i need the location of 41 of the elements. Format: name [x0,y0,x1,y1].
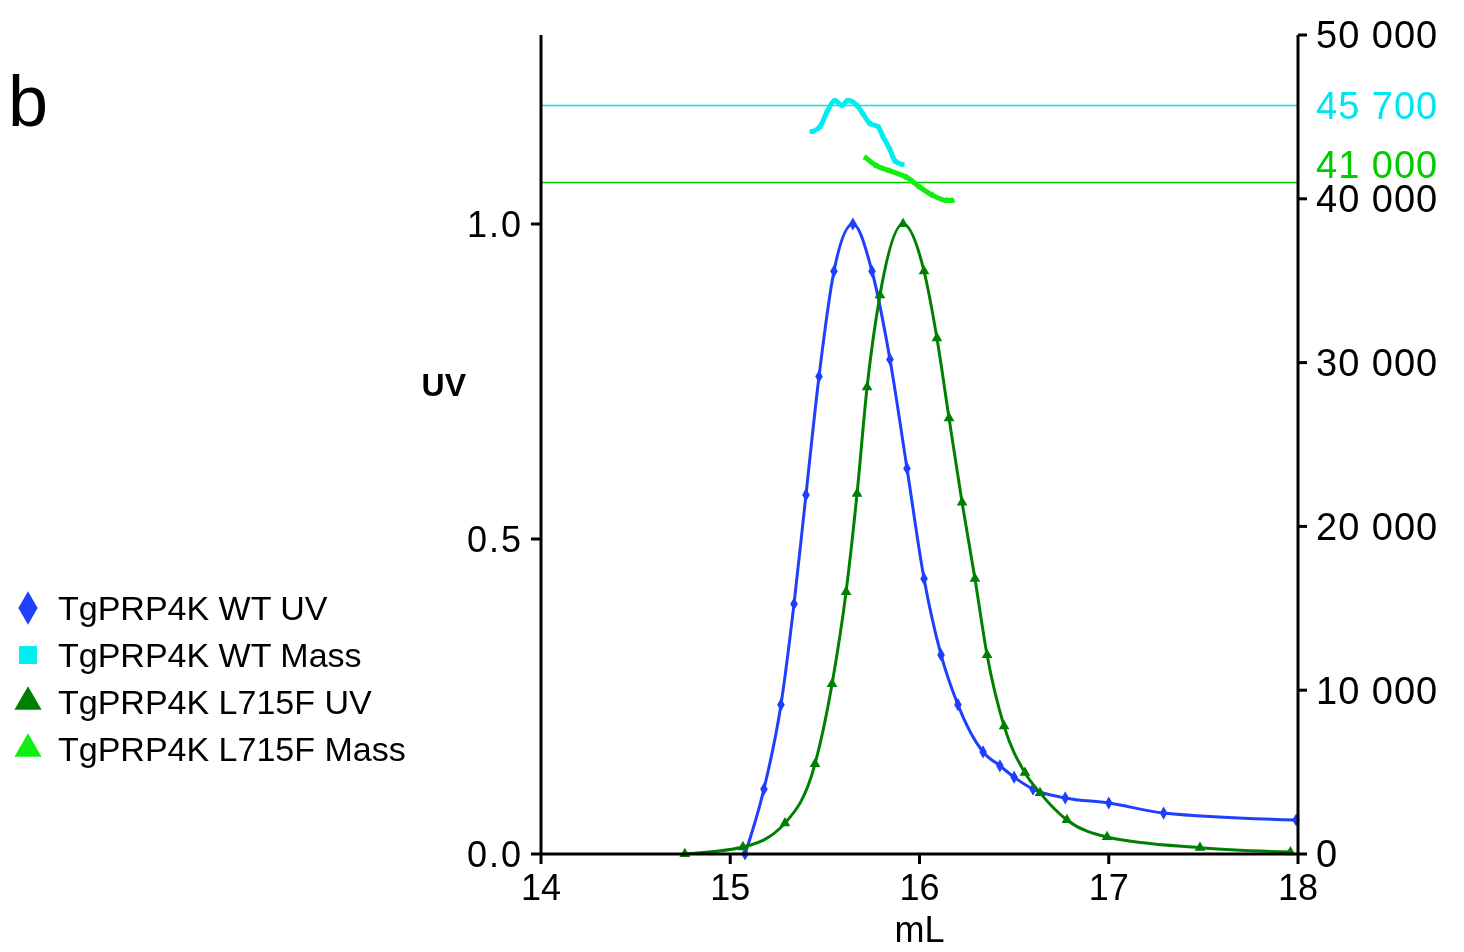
y2-tick-label: 0 [1316,833,1339,876]
point [981,648,993,659]
legend-label: TgPRP4K WT Mass [58,635,362,674]
x-tick-label: 17 [1088,867,1129,908]
y2-tick-label: 50 000 [1316,14,1439,57]
point [969,572,981,582]
ref-line-label: 45 700 [1316,84,1439,127]
point [809,757,821,768]
x-axis-title: mL [894,909,945,950]
point [1034,786,1046,796]
point [998,719,1010,730]
y-tick-label: 0.5 [466,518,523,560]
x-tick-label: 16 [899,867,940,908]
point [737,840,749,851]
point [1101,830,1113,841]
point [826,677,838,687]
point [931,331,943,342]
point [1019,766,1031,776]
y-tick-label: 0.0 [466,833,523,875]
legend-label: TgPRP4K L715F Mass [58,729,406,768]
y2-tick-label: 10 000 [1316,669,1439,712]
point [779,816,791,827]
point [918,265,930,275]
point [874,288,886,299]
x-tick-label: 15 [710,867,751,908]
point [840,585,852,596]
point [1194,841,1206,851]
point [1061,813,1073,824]
legend-label: TgPRP4K WT UV [58,588,328,627]
y-axis-title: UV [421,367,467,404]
point [943,411,955,422]
y2-tick-label: 30 000 [1316,341,1439,384]
x-tick-label: 18 [1277,867,1319,908]
y-tick-label: 1.0 [466,203,523,245]
x-tick-label: 14 [520,867,562,908]
point [861,380,873,391]
point [897,217,909,228]
text: b [8,61,49,141]
legend-label: TgPRP4K L715F UV [58,682,373,721]
y2-tick-label: 20 000 [1316,505,1439,548]
point [956,496,968,506]
